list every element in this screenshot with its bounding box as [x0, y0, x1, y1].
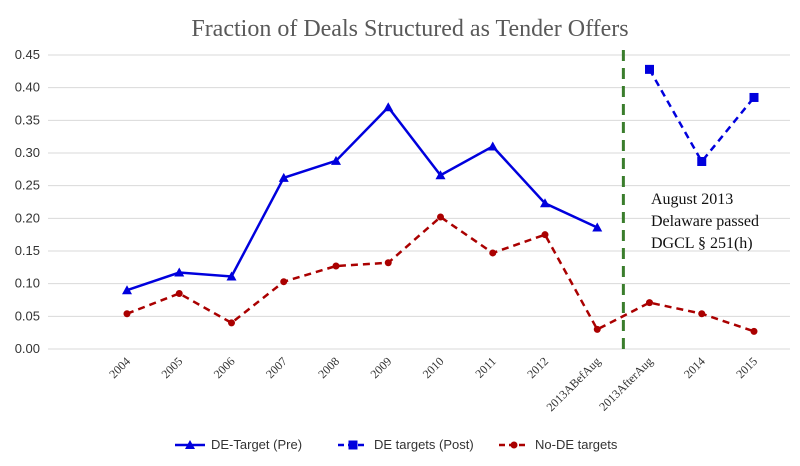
- y-tick-label: 0.40: [15, 80, 40, 95]
- data-point: [489, 249, 497, 257]
- legend-label: DE-Target (Pre): [211, 437, 302, 452]
- legend-item: No-DE targets: [499, 437, 618, 452]
- data-point: [185, 440, 195, 449]
- annotation-line-2: Delaware passed: [651, 213, 759, 230]
- data-point: [698, 310, 706, 318]
- data-point: [278, 172, 289, 182]
- data-point: [331, 155, 341, 165]
- legend-item: DE-Target (Pre): [175, 437, 302, 452]
- data-point: [437, 213, 444, 221]
- data-point: [540, 198, 550, 208]
- data-point: [122, 285, 132, 295]
- y-tick-label: 0.10: [15, 276, 40, 291]
- y-tick-label: 0.35: [15, 112, 40, 127]
- x-tick-label: 2010: [420, 354, 447, 381]
- y-tick-label: 0.15: [15, 243, 40, 258]
- data-point: [592, 222, 603, 232]
- y-axis-ticks: 0.00 0.05 0.10 0.15 0.20 0.25 0.30 0.35 0.40 0.45: [15, 47, 40, 356]
- data-point: [280, 278, 288, 286]
- data-point: [646, 299, 653, 307]
- legend-item: DE targets (Post): [338, 437, 474, 452]
- x-tick-label: 2005: [159, 354, 186, 381]
- gridlines: [48, 54, 790, 350]
- chart-title: Fraction of Deals Structured as Tender O…: [191, 16, 628, 42]
- series-lines: [122, 64, 759, 335]
- data-point: [697, 156, 707, 166]
- data-point: [348, 440, 358, 450]
- data-point: [645, 64, 654, 74]
- data-point: [487, 141, 498, 151]
- x-tick-label: 2008: [315, 354, 342, 381]
- x-tick-label: 2014: [681, 354, 708, 381]
- data-point: [749, 92, 759, 102]
- y-tick-label: 0.30: [15, 145, 40, 160]
- data-point: [226, 271, 237, 281]
- y-tick-label: 0.00: [15, 341, 40, 356]
- annotation-line-1: August 2013: [651, 191, 733, 208]
- x-axis-ticks: 2004 2005 2006 2007 2008 2009 2010 2011 20122013…: [106, 354, 760, 414]
- y-tick-label: 0.05: [15, 308, 40, 323]
- data-point: [593, 325, 601, 333]
- x-tick-label: 2009: [368, 354, 395, 381]
- annotation-line-3: DGCL § 251(h): [651, 235, 753, 252]
- data-point: [228, 319, 235, 327]
- x-tick-label: 2013AfterAug: [596, 354, 655, 413]
- x-tick-label: 2012: [524, 354, 551, 381]
- data-point: [383, 102, 394, 112]
- data-point: [174, 267, 185, 277]
- y-tick-label: 0.20: [15, 210, 40, 225]
- x-tick-label: 2006: [211, 354, 238, 381]
- data-point: [510, 441, 518, 449]
- data-point: [123, 310, 131, 318]
- series-no-de-targets: [123, 213, 758, 335]
- data-point: [332, 262, 340, 270]
- legend-label: No-DE targets: [535, 437, 618, 452]
- series-line: [126, 105, 598, 292]
- data-point: [750, 327, 758, 335]
- x-tick-label: 2015: [733, 354, 760, 381]
- x-tick-label: 2011: [472, 354, 499, 381]
- series-de-targets-post: [645, 64, 759, 166]
- data-point: [175, 289, 183, 297]
- x-tick-label: 2004: [106, 354, 133, 381]
- data-point: [541, 231, 549, 239]
- series-line: [648, 68, 755, 164]
- series-de-target-pre: [122, 102, 603, 295]
- x-tick-label: 2013ABefAug: [543, 354, 603, 414]
- x-tick-label: 2007: [263, 354, 290, 381]
- annotation-box: August 2013 Delaware passed DGCL § 251(h…: [651, 191, 759, 252]
- legend: DE-Target (Pre) DE targets (Post) No-DE ta…: [175, 437, 618, 452]
- data-point: [384, 259, 392, 267]
- y-tick-label: 0.25: [15, 178, 40, 193]
- legend-label: DE targets (Post): [374, 437, 474, 452]
- data-point: [435, 170, 446, 180]
- y-tick-label: 0.45: [15, 47, 40, 62]
